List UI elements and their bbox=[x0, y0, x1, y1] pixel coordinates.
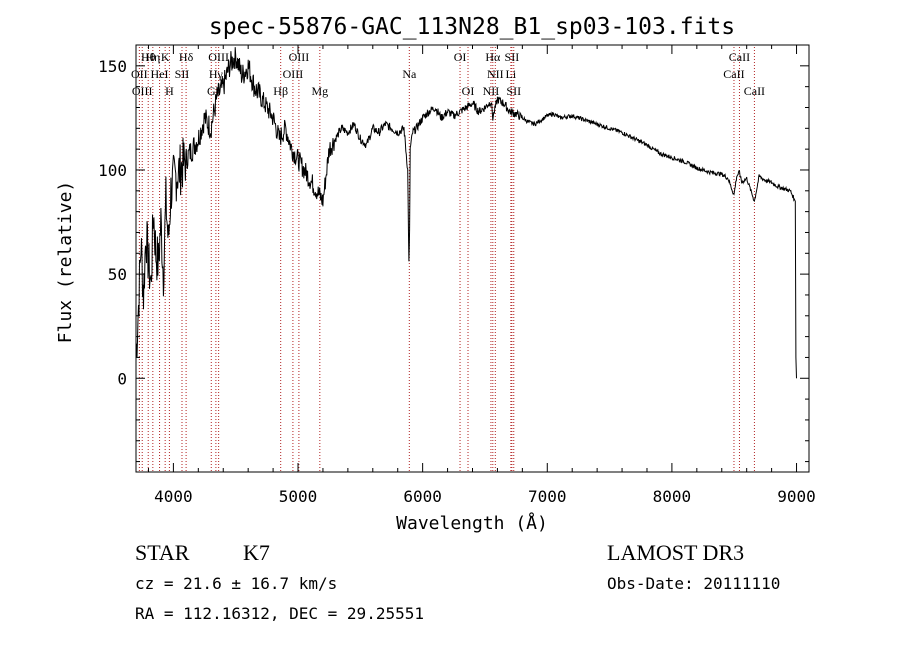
spectral-line-label: CaII bbox=[729, 50, 750, 64]
object-class: STAR bbox=[135, 540, 190, 565]
ra-dec: RA = 112.16312, DEC = 29.25551 bbox=[135, 604, 424, 623]
spectral-line-label: Hθ bbox=[141, 50, 156, 64]
y-tick-label: 50 bbox=[108, 265, 127, 284]
x-axis-ticks: 4000 5000 6000 7000 8000 9000 bbox=[147, 45, 816, 506]
object-subclass: K7 bbox=[243, 540, 270, 565]
y-tick-label: 150 bbox=[98, 57, 127, 76]
spectral-line-label: Mg bbox=[311, 84, 328, 98]
spectral-line-label: OIII bbox=[208, 50, 229, 64]
spectral-line-labels: OIIOIIIHθHηHeIKHSIIHδGHγOIIIHβOIIIOIIIMg… bbox=[131, 50, 765, 98]
x-tick-label: 9000 bbox=[777, 487, 816, 506]
flux-series-line bbox=[135, 47, 797, 379]
x-tick-label: 4000 bbox=[154, 487, 193, 506]
spectral-line-label: Hδ bbox=[179, 50, 194, 64]
y-axis-label: Flux (relative) bbox=[55, 181, 76, 344]
y-axis-ticks: 0 50 100 150 bbox=[98, 44, 809, 463]
survey-name: LAMOST DR3 bbox=[607, 540, 744, 565]
spectral-line-markers bbox=[138, 47, 755, 472]
spectral-line-label: SII bbox=[506, 84, 521, 98]
x-tick-label: 7000 bbox=[528, 487, 567, 506]
spectral-line-label: CaII bbox=[744, 84, 765, 98]
redshift-cz: cz = 21.6 ± 16.7 km/s bbox=[135, 574, 337, 593]
spectral-line-label: CaII bbox=[723, 67, 744, 81]
spectral-line-label: HeI bbox=[151, 67, 169, 81]
x-tick-label: 8000 bbox=[653, 487, 692, 506]
spectral-line-label: OIII bbox=[289, 50, 310, 64]
y-tick-label: 0 bbox=[117, 369, 127, 388]
spectral-line-label: Hη bbox=[145, 50, 160, 64]
spectral-line-label: SII bbox=[175, 67, 190, 81]
x-tick-label: 5000 bbox=[279, 487, 318, 506]
spectral-line-label: OIII bbox=[283, 67, 304, 81]
spectral-line-label: Hα bbox=[485, 50, 501, 64]
spectral-line-label: NII bbox=[483, 84, 500, 98]
x-axis-label: Wavelength (Å) bbox=[396, 512, 548, 534]
spectral-line-label: K bbox=[161, 50, 170, 64]
spectral-line-label: SII bbox=[505, 50, 520, 64]
spectral-line-label: NII bbox=[487, 67, 504, 81]
spectral-line-label: H bbox=[165, 84, 174, 98]
plot-frame bbox=[135, 44, 810, 473]
spectral-line-label: Li bbox=[506, 67, 517, 81]
spectral-line-label: Hβ bbox=[273, 84, 288, 98]
obs-date: Obs-Date: 20111110 bbox=[607, 574, 780, 593]
x-tick-label: 6000 bbox=[403, 487, 442, 506]
y-tick-label: 100 bbox=[98, 161, 127, 180]
chart-title: spec-55876-GAC_113N28_B1_sp03-103.fits bbox=[209, 14, 735, 40]
spectral-line-label: Hγ bbox=[209, 67, 224, 81]
spectral-line-label: Na bbox=[402, 67, 417, 81]
spectral-line-label: G bbox=[207, 84, 216, 98]
spectral-line-label: OIII bbox=[132, 84, 153, 98]
spectral-line-label: OII bbox=[131, 67, 148, 81]
spectral-line-label: OI bbox=[462, 84, 475, 98]
spectral-line-label: OI bbox=[454, 50, 467, 64]
